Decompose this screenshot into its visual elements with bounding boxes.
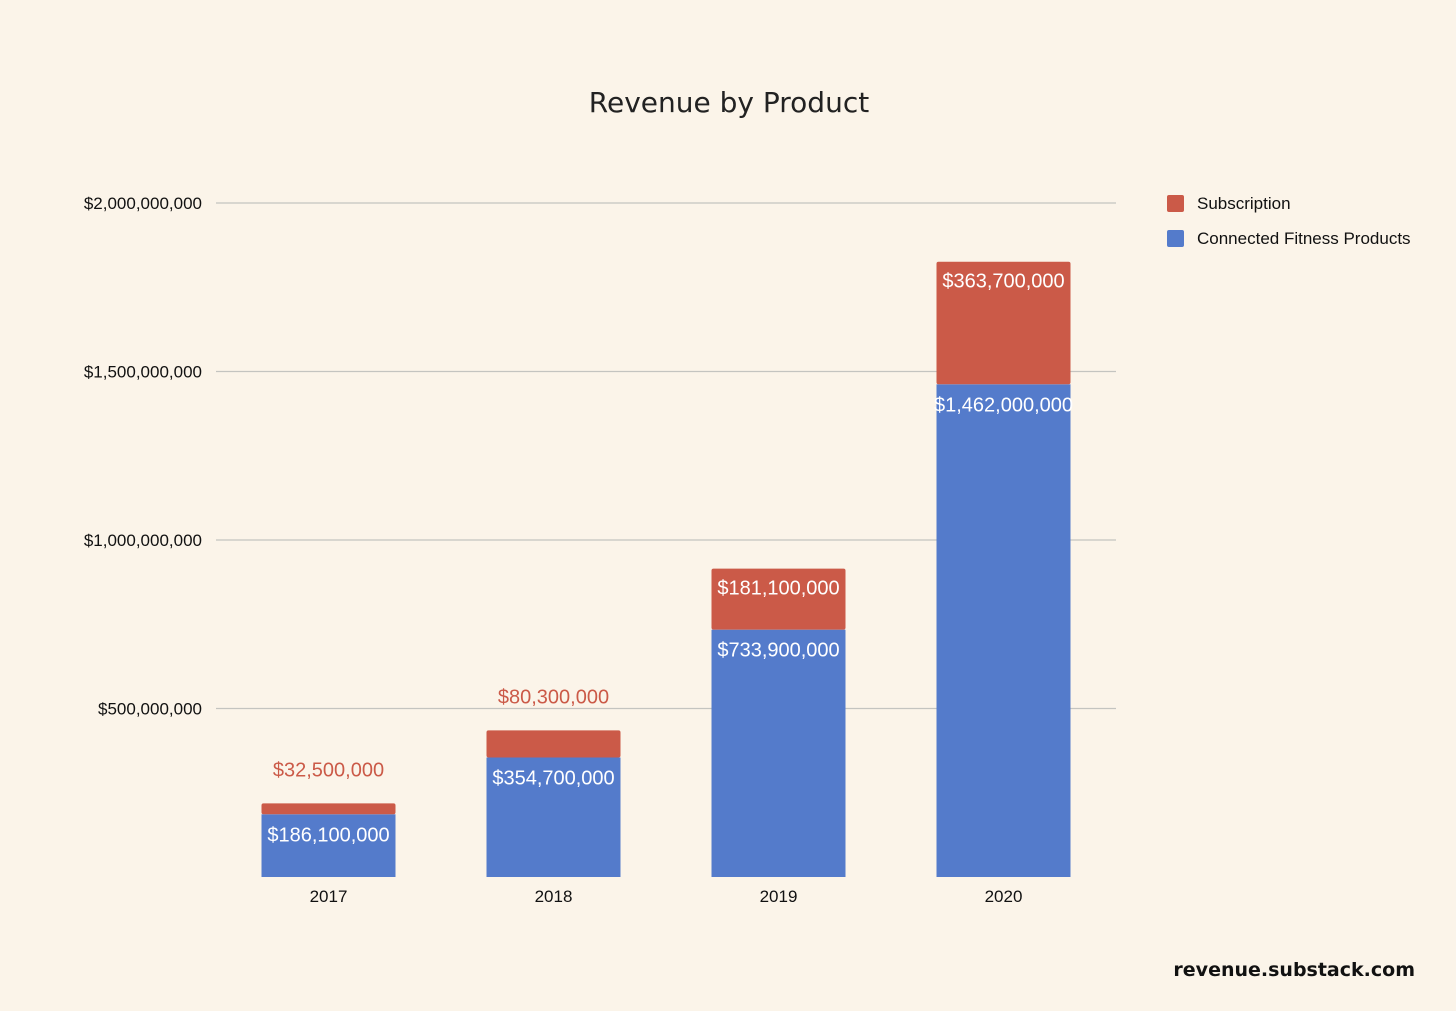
- y-tick-label: $1,000,000,000: [84, 531, 202, 550]
- legend-swatch: [1167, 230, 1184, 247]
- x-tick-label: 2018: [535, 887, 573, 906]
- data-label-connected-fitness: $354,700,000: [492, 767, 614, 789]
- data-label-subscription: $181,100,000: [717, 578, 839, 600]
- y-tick-label: $2,000,000,000: [84, 194, 202, 213]
- legend-label: Subscription: [1197, 194, 1291, 213]
- bar-connected-fitness-2019: [711, 629, 846, 877]
- chart-title: Revenue by Product: [589, 86, 869, 119]
- legend: Subscription Connected Fitness Products: [1167, 194, 1411, 248]
- bar-subscription-2019: [711, 568, 846, 630]
- bars: $186,100,000 $32,500,000 $354,700,000 $80,3…: [261, 261, 1073, 877]
- y-tick-label: $1,500,000,000: [84, 363, 202, 382]
- y-tick-label: $500,000,000: [98, 700, 202, 719]
- watermark: revenue.substack.com: [1173, 959, 1415, 981]
- bar-subscription-2020: [936, 261, 1071, 385]
- legend-swatch: [1167, 195, 1184, 212]
- x-axis-ticks: 2017 2018 2019 2020: [310, 887, 1023, 906]
- x-tick-label: 2019: [760, 887, 798, 906]
- data-label-subscription: $32,500,000: [273, 759, 384, 781]
- data-label-connected-fitness: $186,100,000: [267, 824, 389, 846]
- bar-subscription-2018: [486, 730, 621, 758]
- bar-connected-fitness-2017: [261, 814, 396, 877]
- data-label-connected-fitness: $733,900,000: [717, 640, 839, 662]
- y-axis-ticks: $500,000,000 $1,000,000,000 $1,500,000,000…: [84, 194, 202, 719]
- data-label-subscription: $80,300,000: [498, 686, 609, 708]
- x-tick-label: 2017: [310, 887, 348, 906]
- x-tick-label: 2020: [985, 887, 1023, 906]
- legend-label: Connected Fitness Products: [1197, 229, 1411, 248]
- bar-connected-fitness-2020: [936, 384, 1071, 877]
- data-label-subscription: $363,700,000: [942, 271, 1064, 293]
- data-label-connected-fitness: $1,462,000,000: [934, 394, 1073, 416]
- bar-connected-fitness-2018: [486, 757, 621, 877]
- bar-subscription-2017: [261, 803, 396, 815]
